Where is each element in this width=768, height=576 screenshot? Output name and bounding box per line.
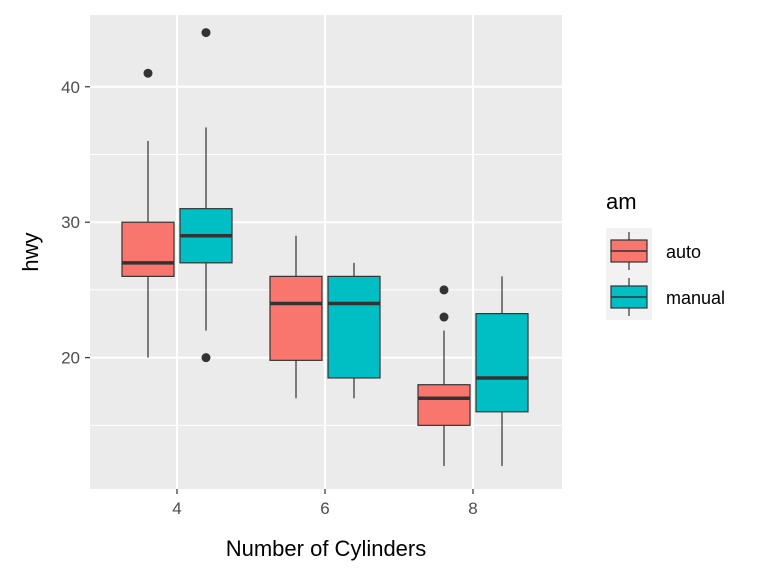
box-auto-8 <box>417 285 471 466</box>
outlier-point <box>201 353 211 363</box>
grid-layer <box>90 15 562 489</box>
outlier-point <box>201 28 211 38</box>
legend-item-manual: manual <box>606 274 725 320</box>
legend-item-auto: auto <box>606 228 701 274</box>
legend-label-auto: auto <box>666 242 701 262</box>
x-tick-label: 6 <box>320 499 329 518</box>
outlier-point <box>439 312 449 322</box>
box-manual-8 <box>475 276 529 466</box>
box-iqr <box>417 384 471 426</box>
box-auto-4 <box>121 68 175 358</box>
box-layer <box>121 28 529 466</box>
outlier-point <box>143 68 153 78</box>
box-iqr <box>269 275 323 361</box>
outlier-point <box>439 285 449 295</box>
x-axis-title: Number of Cylinders <box>226 536 427 561</box>
box-manual-4 <box>179 28 233 363</box>
legend-title: am <box>606 189 637 214</box>
box-iqr <box>327 275 381 379</box>
axis-layer: 20 30 40 4 6 8 <box>61 78 478 518</box>
x-tick-label: 4 <box>172 499 181 518</box>
y-tick-label: 20 <box>61 349 80 368</box>
x-tick-label: 8 <box>468 499 477 518</box>
legend: am auto manual <box>606 189 725 320</box>
box-manual-6 <box>327 262 381 399</box>
box-iqr <box>121 221 175 277</box>
box-auto-6 <box>269 235 323 399</box>
y-axis-title: hwy <box>18 232 43 271</box>
legend-label-manual: manual <box>666 288 725 308</box>
box-iqr <box>475 313 529 413</box>
y-tick-label: 30 <box>61 213 80 232</box>
y-tick-label: 40 <box>61 78 80 97</box>
